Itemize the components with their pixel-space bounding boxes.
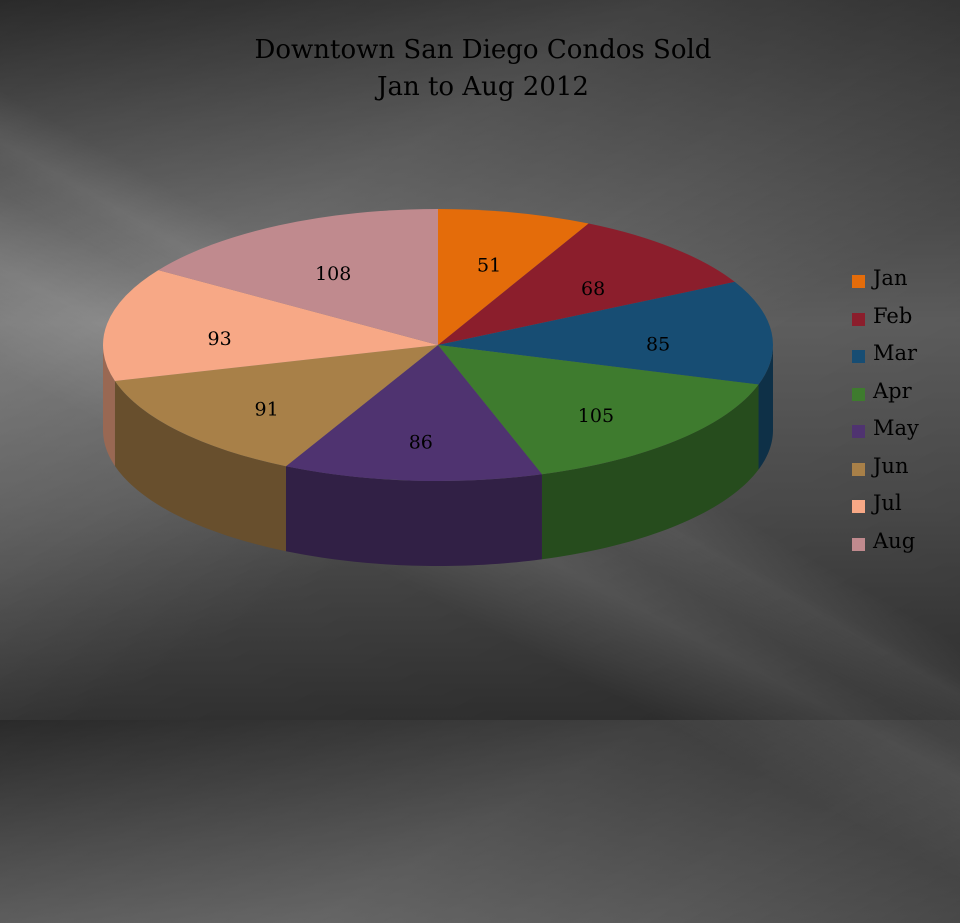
legend-label: May — [873, 416, 919, 440]
pie-slice-feb — [438, 223, 735, 345]
data-label-feb: 68 — [581, 278, 605, 300]
slice-side-jul — [103, 345, 115, 466]
pie-slice-aug — [158, 209, 438, 345]
legend-swatch — [852, 350, 865, 363]
legend-swatch — [852, 500, 865, 513]
data-label-may: 86 — [409, 432, 433, 454]
pie-chart: 51 68 85 105 86 91 93 108 — [103, 209, 773, 566]
pie-slice-jun — [114, 345, 439, 467]
legend-swatch — [852, 275, 865, 288]
chart-title: Downtown San Diego Condos Sold — [254, 35, 712, 65]
legend-swatch — [852, 312, 865, 326]
legend-label: Aug — [873, 528, 916, 553]
pie-slice-mar — [438, 281, 773, 385]
legend-swatch — [852, 462, 865, 476]
slice-side-mar — [758, 345, 773, 470]
pie-side-walls — [103, 345, 773, 566]
slice-side-apr — [541, 384, 759, 560]
slice-side-jun — [114, 380, 286, 552]
legend-label: Feb — [873, 303, 913, 328]
legend-swatch — [852, 537, 865, 551]
legend-label: Apr — [873, 378, 912, 403]
data-label-jan: 51 — [477, 255, 501, 277]
pie-slice-jan — [438, 209, 589, 345]
legend-label: Jan — [873, 266, 908, 290]
data-label-mar: 85 — [646, 334, 670, 356]
data-label-aug: 108 — [315, 263, 351, 285]
chart-subtitle: Jan to Aug 2012 — [377, 72, 589, 102]
pie-slice-apr — [438, 345, 759, 475]
data-label-jun: 91 — [255, 399, 279, 421]
legend-label: Mar — [873, 341, 918, 365]
legend-label: Jun — [873, 453, 909, 478]
pie-slice-may — [285, 345, 542, 482]
pie-slice-jul — [103, 270, 438, 381]
chart-title-block: Downtown San Diego Condos Sold Jan to Au… — [0, 32, 960, 106]
data-label-apr: 105 — [578, 405, 614, 427]
data-label-jul: 93 — [208, 328, 232, 350]
legend-label: Jul — [873, 491, 902, 515]
legend-swatch — [852, 425, 865, 438]
legend-swatch — [852, 387, 865, 401]
data-labels: 51 68 85 105 86 91 93 108 — [208, 255, 671, 454]
slice-side-may — [285, 466, 542, 566]
pie-top — [103, 209, 773, 482]
